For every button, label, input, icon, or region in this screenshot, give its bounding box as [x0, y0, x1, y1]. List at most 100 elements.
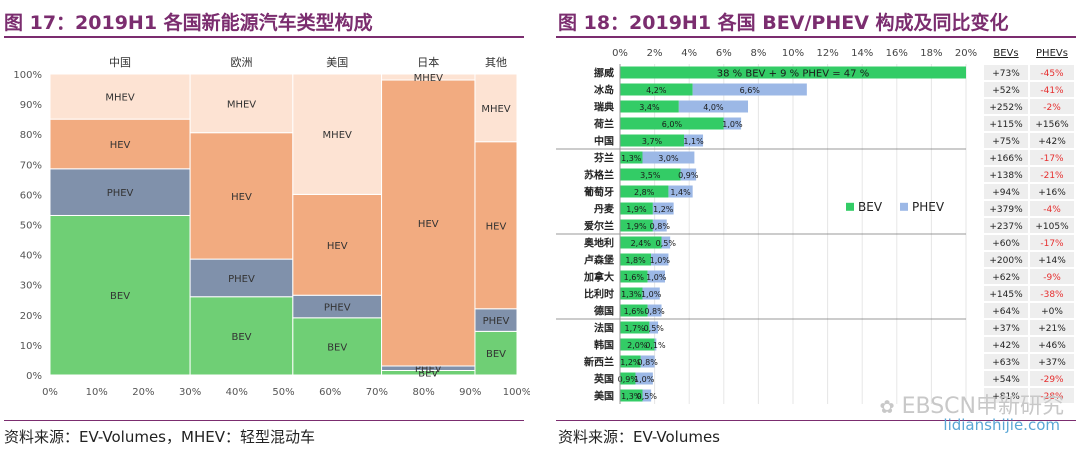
- bev-yoy-value: +115%: [989, 120, 1023, 130]
- country-label: 美国: [594, 390, 614, 403]
- bev-yoy-value: +94%: [992, 188, 1020, 198]
- phev-value-label: 0,5%: [644, 324, 665, 333]
- phev-bar: [647, 304, 662, 317]
- phev-yoy-cell: [1030, 65, 1074, 80]
- phev-yoy-cell: [1030, 252, 1074, 267]
- bev-yoy-value: +75%: [992, 137, 1020, 147]
- bev-value-label: 2,0%: [627, 341, 648, 350]
- bev-value-label: 4,2%: [646, 86, 667, 95]
- bev-bar: [620, 355, 641, 368]
- bev-yoy-value: +37%: [992, 324, 1020, 334]
- bev-yoy-cell: [984, 354, 1028, 369]
- phev-bar: [680, 168, 697, 181]
- y-tick-label: 90%: [20, 100, 42, 111]
- phev-yoy-value: +156%: [1035, 120, 1069, 130]
- x-tick-label: 100%: [503, 387, 530, 398]
- phev-yoy-cell: [1030, 371, 1074, 386]
- phev-yoy-value: +21%: [1038, 324, 1066, 334]
- phev-bar: [723, 117, 742, 130]
- bev-bar: [620, 270, 648, 283]
- segment-label: PHEV: [107, 188, 134, 199]
- bev-bar: [620, 134, 685, 147]
- country-label: 挪威: [594, 67, 614, 80]
- left-source-note: 资料来源：EV-Volumes，MHEV：轻型混动车: [4, 428, 315, 446]
- segment-mhev: [49, 73, 191, 120]
- x-tick-label: 0%: [612, 48, 628, 59]
- phev-bar: [661, 236, 671, 249]
- segment-label: HEV: [486, 221, 507, 232]
- bev-yoy-cell: [984, 303, 1028, 318]
- y-tick-label: 80%: [20, 130, 42, 141]
- phev-value-label: 0,5%: [656, 239, 677, 248]
- bev-bar: [620, 236, 662, 249]
- bev-yoy-value: +252%: [989, 103, 1023, 113]
- segment-bev: [49, 214, 191, 376]
- bev-value-label: 1,2%: [620, 358, 641, 367]
- share-bar-chart: 0% 2% 4% 6% 8% 10% 12% 14% 16% 18% 20% BEVs PHEVs 挪威 3…: [556, 48, 1074, 404]
- bev-value-label: 1,3%: [621, 290, 642, 299]
- bev-yoy-value: +42%: [992, 341, 1020, 351]
- bev-yoy-cell: [984, 235, 1028, 250]
- bev-yoy-cell: [984, 99, 1028, 114]
- segment-label: HEV: [110, 140, 131, 151]
- right-figure-title: 图 18：2019H1 各国 BEV/PHEV 构成及同比变化: [558, 12, 1009, 34]
- segment-label: BEV: [231, 332, 251, 343]
- left-source-rule: [4, 420, 524, 421]
- country-label: 英国: [593, 373, 614, 386]
- segment-bev: [292, 317, 383, 376]
- legend-swatch-bev: [846, 202, 854, 211]
- phev-bar: [642, 389, 652, 402]
- bev-bar: [620, 66, 966, 79]
- phev-yoy-value: +37%: [1038, 358, 1066, 368]
- right-source-note: 资料来源：EV-Volumes: [558, 428, 720, 446]
- phev-value-label: 0,8%: [638, 358, 659, 367]
- country-label: 葡萄牙: [583, 186, 614, 199]
- segment-label: MHEV: [414, 73, 443, 84]
- segment-label: PHEV: [228, 274, 255, 285]
- phev-yoy-cell: [1030, 116, 1074, 131]
- phev-yoy-cell: [1030, 303, 1074, 318]
- phev-yoy-value: -2%: [1043, 103, 1061, 113]
- legend-label-phev: PHEV: [912, 200, 945, 214]
- bev-value-label: 2,4%: [631, 239, 652, 248]
- phev-yoy-cell: [1030, 286, 1074, 301]
- bev-yoy-cell: [984, 371, 1028, 386]
- bev-yoy-value: +63%: [992, 358, 1020, 368]
- legend-swatch-phev: [900, 202, 908, 211]
- bev-yoy-value: +64%: [992, 307, 1020, 317]
- bev-bar: [620, 168, 681, 181]
- phev-yoy-cell: [1030, 82, 1074, 97]
- bev-value-label: 1,3%: [621, 392, 642, 401]
- phev-value-label: 1,2%: [653, 205, 674, 214]
- phev-bar: [692, 83, 807, 96]
- legend-label-bev: BEV: [858, 200, 883, 214]
- bev-bar: [620, 304, 648, 317]
- phev-yoy-value: -45%: [1040, 69, 1064, 79]
- country-label: 爱尔兰: [584, 220, 614, 233]
- x-tick-label: 40%: [226, 387, 248, 398]
- segment-label: HEV: [231, 192, 252, 203]
- segment-label: BEV: [327, 342, 347, 353]
- left-title-rule: [4, 36, 524, 38]
- phev-yoy-value: -21%: [1040, 171, 1064, 181]
- bev-yoy-cell: [984, 150, 1028, 165]
- bev-bar: [620, 287, 643, 300]
- x-tick-label: 0%: [42, 387, 58, 398]
- col-header-phev: PHEVs: [1036, 48, 1068, 59]
- wechat-icon: ✿: [879, 397, 895, 418]
- country-label: 加拿大: [583, 271, 614, 284]
- x-tick-label: 20%: [955, 48, 977, 59]
- country-label: 丹麦: [594, 203, 615, 216]
- x-tick-label: 18%: [920, 48, 942, 59]
- country-label: 德国: [593, 305, 614, 318]
- phev-value-label: 3,0%: [658, 154, 679, 163]
- bev-value-label: 1,3%: [621, 154, 642, 163]
- phev-bar: [647, 270, 665, 283]
- phev-bar: [678, 100, 749, 113]
- x-tick-label: 16%: [886, 48, 908, 59]
- phev-value-label: 0,8%: [650, 222, 671, 231]
- phev-yoy-value: -17%: [1040, 154, 1064, 164]
- bev-yoy-value: +379%: [989, 205, 1023, 215]
- bev-value-label: 1,8%: [625, 256, 646, 265]
- phev-value-label: 1,0%: [722, 120, 743, 129]
